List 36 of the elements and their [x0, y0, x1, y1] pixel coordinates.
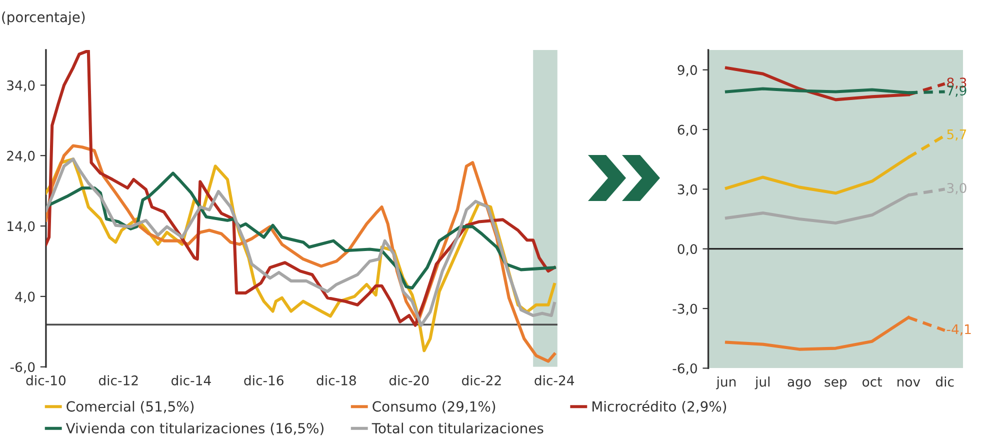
x-tick-label: dic-20 [389, 375, 429, 386]
x-tick-label: sep [824, 379, 847, 390]
y-tick-label: -6,0 [672, 363, 697, 375]
data-label: 3,0 [947, 183, 966, 194]
y-tick-label: 24,0 [7, 150, 35, 162]
y-tick-label: -6,0 [10, 362, 35, 374]
y-tick-label: 3,0 [678, 184, 697, 196]
y-tick-label: 9,0 [678, 65, 697, 76]
x-tick-label: dic-16 [244, 375, 284, 386]
x-tick-label: dic-22 [462, 375, 501, 386]
x-tick-label: nov [898, 379, 920, 387]
legend-label: Consumo (29,1%) [372, 400, 496, 414]
y-tick-label: 0,0 [678, 244, 697, 256]
y-axis-title: (porcentaje) [2, 12, 85, 25]
data-label: -4,1 [946, 324, 971, 336]
data-label: 5,7 [947, 129, 966, 141]
x-tick-label: jul [754, 376, 770, 390]
x-tick-label: dic [936, 376, 954, 387]
legend-label: Comercial (51,5%) [66, 400, 194, 414]
y-tick-label: 14,0 [8, 221, 35, 233]
x-tick-label: dic-14 [172, 375, 211, 386]
y-tick-label: 4,0 [15, 292, 35, 303]
x-tick-label: dic-10 [26, 375, 66, 386]
x-tick-label: dic-18 [316, 375, 356, 386]
y-tick-label: 34,0 [7, 80, 35, 92]
y-tick-label: -3,0 [672, 304, 697, 316]
x-tick-label: dic-24 [534, 375, 574, 386]
legend-label: Vivienda con titularizaciones (16,5%) [66, 422, 324, 436]
x-tick-label: oct [862, 377, 882, 387]
x-tick-label: jun [716, 376, 736, 390]
legend-label: Microcrédito (2,9%) [592, 400, 726, 414]
legend-label: Total con titularizaciones [372, 422, 544, 434]
y-tick-label: 6,0 [678, 124, 697, 136]
x-tick-label: dic-12 [98, 375, 138, 386]
x-tick-label: ago [788, 379, 811, 390]
line-series [46, 50, 556, 327]
